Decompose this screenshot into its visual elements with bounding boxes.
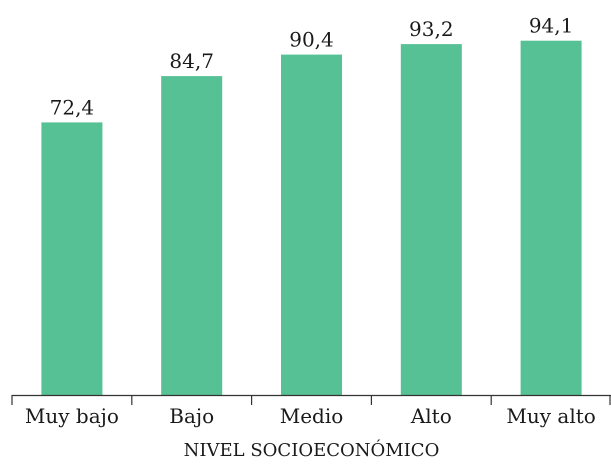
tick-label-bajo: Bajo xyxy=(169,404,214,428)
tick-label-medio: Medio xyxy=(280,404,344,428)
value-label-muy-bajo: 72,4 xyxy=(50,95,95,119)
bar-bajo xyxy=(161,76,223,395)
value-label-bajo: 84,7 xyxy=(169,49,214,73)
x-axis-title: NIVEL SOCIOECONÓMICO xyxy=(184,438,440,461)
bar-alto xyxy=(400,44,462,395)
tick-label-alto: Alto xyxy=(410,404,452,428)
bar-muy-bajo xyxy=(41,122,103,396)
tick-label-muy-alto: Muy alto xyxy=(506,404,595,428)
x-axis-ticks xyxy=(11,395,611,405)
bar-muy-alto xyxy=(520,40,582,395)
value-label-medio: 90,4 xyxy=(289,28,334,52)
bars-group xyxy=(41,40,582,396)
tick-label-muy-bajo: Muy bajo xyxy=(25,404,119,428)
value-label-alto: 93,2 xyxy=(409,17,454,41)
value-label-muy-alto: 94,1 xyxy=(529,14,574,38)
bar-medio xyxy=(281,54,342,395)
value-labels-group: 72,4 84,7 90,4 93,2 94,1 xyxy=(50,14,574,120)
x-tick-labels: Muy bajo Bajo Medio Alto Muy alto xyxy=(25,404,596,428)
